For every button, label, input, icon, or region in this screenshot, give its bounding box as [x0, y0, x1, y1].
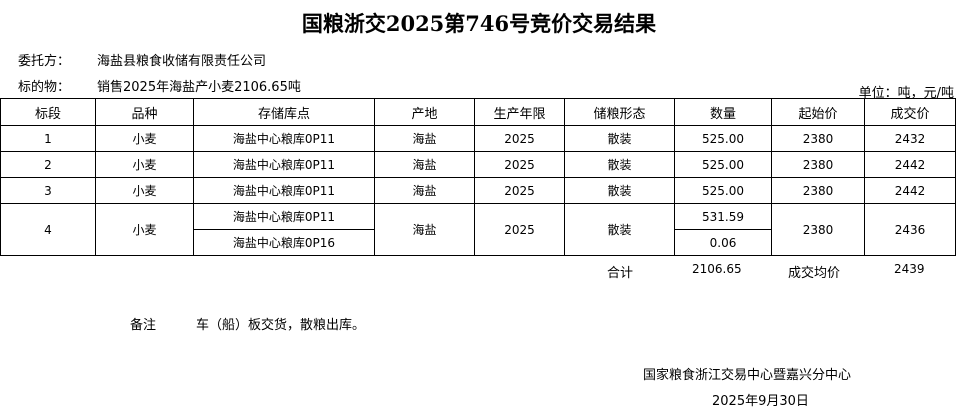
cell-depot: 海盐中心粮库0P11: [193, 177, 375, 204]
cell-variety: 小麦: [95, 203, 194, 256]
remark-text: 车（船）板交货，散粮出库。: [196, 318, 366, 333]
cell-variety: 小麦: [95, 125, 194, 152]
cell-variety: 小麦: [95, 151, 194, 178]
header-year: 生产年限: [474, 98, 565, 126]
cell-form: 散装: [564, 177, 675, 204]
cell-origin: 海盐: [374, 125, 475, 152]
cell-deal-price: 2442: [864, 177, 956, 204]
cell-depot: 海盐中心粮库0P11: [193, 203, 375, 230]
avg-price-label: 成交均价: [788, 266, 841, 281]
total-quantity: 2106.65: [692, 262, 742, 276]
header-deal-price: 成交价: [864, 98, 956, 126]
header-depot: 存储库点: [193, 98, 375, 126]
cell-origin: 海盐: [374, 151, 475, 178]
avg-price: 2439: [894, 262, 925, 276]
cell-start-price: 2380: [771, 203, 865, 256]
consignor-label: 委托方：: [18, 54, 71, 69]
cell-start-price: 2380: [771, 125, 865, 152]
cell-form: 散装: [564, 125, 675, 152]
cell-form: 散装: [564, 151, 675, 178]
cell-depot: 海盐中心粮库0P16: [193, 229, 375, 256]
subject-label: 标的物：: [18, 80, 71, 95]
cell-lot: 1: [0, 125, 96, 152]
table-row: 3 小麦 海盐中心粮库0P11 海盐 2025 散装 525.00 2380 2442: [0, 177, 956, 204]
table-row: 4 小麦 海盐中心粮库0P11 海盐 2025 散装 531.59 2380 2436: [0, 203, 956, 256]
cell-lot: 2: [0, 151, 96, 178]
table-row: 2 小麦 海盐中心粮库0P11 海盐 2025 散装 525.00 2380 2442: [0, 151, 956, 178]
cell-form: 散装: [564, 203, 675, 256]
issue-date: 2025年9月30日: [712, 394, 809, 409]
cell-quantity: 0.06: [674, 229, 772, 256]
cell-year: 2025: [474, 125, 565, 152]
cell-year: 2025: [474, 203, 565, 256]
cell-quantity: 525.00: [674, 125, 772, 152]
header-quantity: 数量: [674, 98, 772, 126]
remark-label: 备注: [130, 318, 157, 333]
results-table: 标段 品种 存储库点 产地 生产年限 储粮形态 数量 起始价 成交价 1 小麦 海盐…: [0, 98, 956, 256]
unit-note: 单位：吨，元/吨: [858, 86, 954, 101]
subject-value: 销售2025年海盐产小麦2106.65吨: [97, 80, 301, 95]
cell-variety: 小麦: [95, 177, 194, 204]
cell-quantity: 531.59: [674, 203, 772, 230]
cell-origin: 海盐: [374, 203, 475, 256]
header-form: 储粮形态: [564, 98, 675, 126]
consignor-value: 海盐县粮食收储有限责任公司: [97, 54, 267, 69]
page-title: 国粮浙交2025第746号竞价交易结果: [301, 11, 657, 36]
header-origin: 产地: [374, 98, 475, 126]
cell-lot: 3: [0, 177, 96, 204]
cell-deal-price: 2436: [864, 203, 956, 256]
cell-quantity: 525.00: [674, 151, 772, 178]
cell-deal-price: 2442: [864, 151, 956, 178]
cell-depot: 海盐中心粮库0P11: [193, 125, 375, 152]
cell-quantity: 525.00: [674, 177, 772, 204]
header-start-price: 起始价: [771, 98, 865, 126]
cell-year: 2025: [474, 151, 565, 178]
cell-start-price: 2380: [771, 177, 865, 204]
table-row: 海盐中心粮库0P16 0.06: [1, 229, 956, 256]
issuer: 国家粮食浙江交易中心暨嘉兴分中心: [643, 368, 852, 383]
total-label: 合计: [607, 266, 634, 281]
cell-origin: 海盐: [374, 177, 475, 204]
cell-depot: 海盐中心粮库0P11: [193, 151, 375, 178]
table-header: 标段 品种 存储库点 产地 生产年限 储粮形态 数量 起始价 成交价: [0, 98, 956, 126]
header-variety: 品种: [95, 98, 194, 126]
table-row: 1 小麦 海盐中心粮库0P11 海盐 2025 散装 525.00 2380 2432: [0, 125, 956, 152]
cell-lot: 4: [0, 203, 96, 256]
header-lot: 标段: [0, 98, 96, 126]
cell-year: 2025: [474, 177, 565, 204]
cell-start-price: 2380: [771, 151, 865, 178]
cell-deal-price: 2432: [864, 125, 956, 152]
